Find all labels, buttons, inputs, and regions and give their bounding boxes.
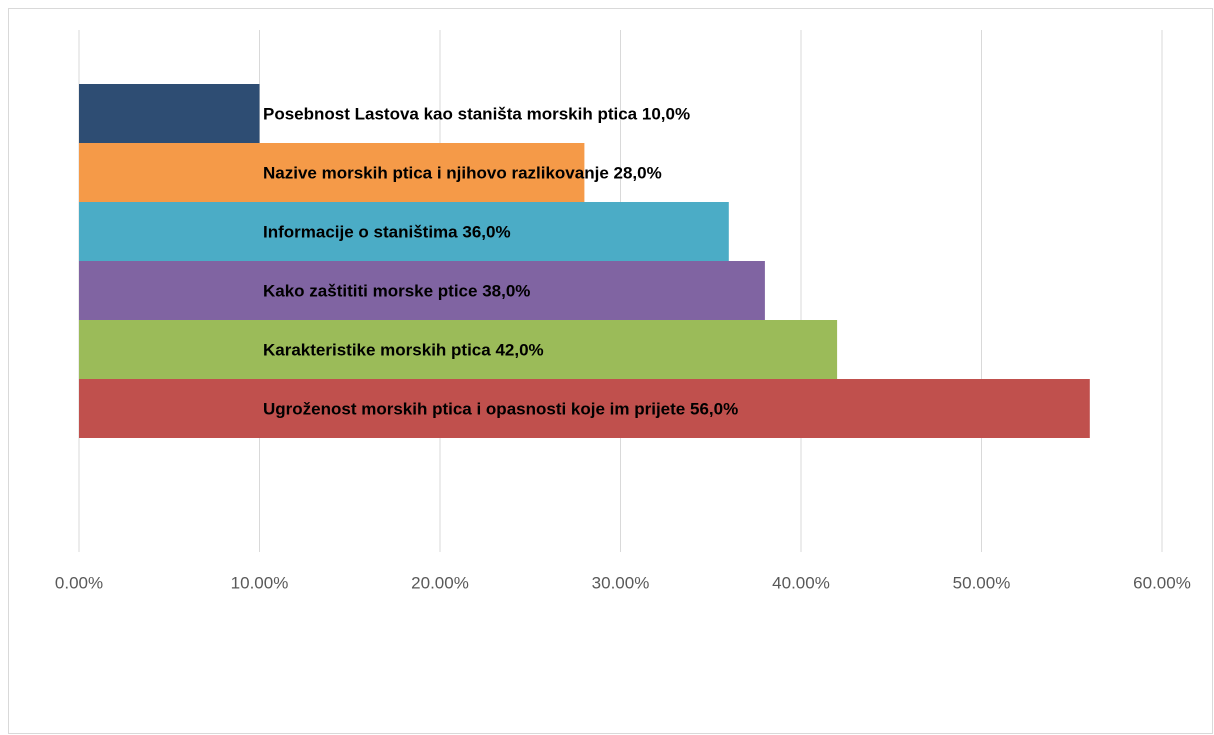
category-label: Kako zaštititi morske ptice [263,282,477,301]
bar [79,143,585,202]
value-label: 28,0% [614,164,662,183]
bar [79,320,838,379]
x-tick-label: 50.00% [953,573,1011,592]
value-label: 10,0% [642,105,690,124]
data-label: Nazive morskih ptica i njihovo razlikova… [263,164,662,183]
category-label: Nazive morskih ptica i njihovo razlikova… [263,164,609,183]
category-label: Karakteristike morskih ptica [263,341,491,360]
value-label: 56,0% [690,400,738,419]
x-tick-label: 10.00% [231,573,289,592]
bar [79,84,260,143]
category-label: Informacije o staništima [263,223,458,242]
category-label: Ugroženost morskih ptica i opasnosti koj… [263,400,685,419]
x-tick-label: 20.00% [411,573,469,592]
x-tick-label: 60.00% [1133,573,1191,592]
bar [79,202,729,261]
data-label: Posebnost Lastova kao staništa morskih p… [263,105,690,124]
data-label: Karakteristike morskih ptica 42,0% [263,341,544,360]
x-tick-label: 30.00% [592,573,650,592]
data-label: Informacije o staništima 36,0% [263,223,511,242]
x-tick-label: 40.00% [772,573,830,592]
bar [79,379,1090,438]
data-label: Ugroženost morskih ptica i opasnosti koj… [263,400,738,419]
x-tick-label: 0.00% [55,573,103,592]
data-label: Kako zaštititi morske ptice 38,0% [263,282,530,301]
value-label: 36,0% [462,223,510,242]
value-label: 42,0% [495,341,543,360]
category-label: Posebnost Lastova kao staništa morskih p… [263,105,638,124]
bar [79,261,765,320]
value-label: 38,0% [482,282,530,301]
